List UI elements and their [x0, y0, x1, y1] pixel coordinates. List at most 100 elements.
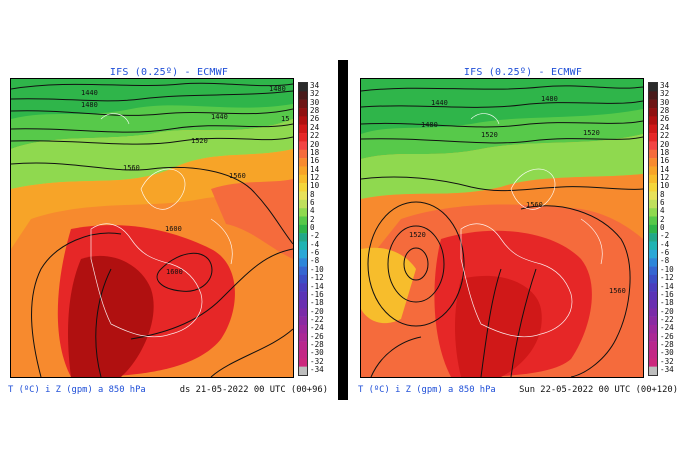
colorbar-label: -12 [660, 273, 674, 283]
colorbar-label: 6 [660, 197, 665, 207]
colorbar-swatch [299, 116, 307, 125]
colorbar-label: 22 [310, 131, 320, 141]
contour-label: 1480 [541, 95, 558, 103]
colorbar-swatch [649, 258, 657, 267]
colorbar-label: 24 [310, 122, 320, 132]
contour-label: 1440 [431, 99, 448, 107]
colorbar-swatch [299, 158, 307, 167]
colorbar-swatch [649, 341, 657, 351]
colorbar-swatch [649, 283, 657, 292]
colorbar-swatch [299, 91, 307, 100]
colorbar-label: 20 [660, 139, 670, 149]
colorbar-label: -22 [310, 314, 324, 324]
colorbar-label: 2 [310, 214, 315, 224]
contour-label: 1520 [191, 137, 208, 145]
colorbar-label: -30 [660, 348, 674, 358]
colorbar-swatch [299, 149, 307, 159]
map-title: IFS (0.25º) - ECMWF [463, 67, 583, 78]
colorbar-swatch [299, 174, 307, 184]
colorbar-swatch [649, 116, 657, 125]
colorbar-label: 4 [310, 206, 315, 216]
colorbar-swatch [649, 316, 657, 326]
colorbar-label: 34 [310, 81, 320, 90]
colorbar-swatch [299, 233, 307, 242]
colorbar-label: 12 [310, 172, 320, 182]
temperature-colorbar [298, 82, 308, 376]
colorbar-swatch [299, 308, 307, 317]
colorbar-swatch [299, 258, 307, 267]
colorbar-label: 24 [660, 122, 670, 132]
colorbar-swatch [299, 208, 307, 217]
colorbar-swatch [299, 283, 307, 292]
colorbar-swatch [649, 166, 657, 176]
colorbar-label: 14 [310, 164, 320, 174]
colorbar-label: -2 [660, 231, 670, 241]
colorbar-swatch [299, 358, 307, 367]
colorbar-swatch [649, 199, 657, 209]
contour-label: 1560 [526, 201, 543, 209]
colorbar-label: -32 [660, 356, 674, 366]
colorbar-label: 30 [310, 97, 320, 107]
contour-label: 1600 [165, 225, 182, 233]
colorbar-label: -34 [310, 365, 324, 374]
colorbar-swatch [649, 308, 657, 317]
footer-validity: ds 21-05-2022 00 UTC (00+96) [179, 385, 328, 395]
colorbar-swatch [299, 291, 307, 301]
colorbar-swatch [299, 99, 307, 109]
colorbar-label: -18 [660, 298, 674, 308]
colorbar-label: -28 [310, 339, 324, 349]
colorbar-swatch [299, 183, 307, 192]
colorbar-label: -6 [310, 248, 320, 258]
colorbar-swatch [649, 133, 657, 142]
colorbar-swatch [649, 299, 657, 309]
colorbar-label: -18 [310, 298, 324, 308]
colorbar-swatch [649, 249, 657, 259]
colorbar-label: -24 [660, 323, 674, 333]
colorbar-label: 16 [660, 156, 670, 166]
contour-label: 1560 [229, 172, 246, 180]
colorbar-label: -16 [310, 289, 324, 299]
colorbar-labels: 34 32 30 28 26 24 22 20 18 16 14 12 10 8 6 4 2 0 -2 -4 -6 -8-… [310, 82, 338, 374]
colorbar-swatch [299, 299, 307, 309]
colorbar-swatch [299, 133, 307, 142]
colorbar-label: 18 [310, 147, 320, 157]
colorbar-svg [649, 83, 657, 375]
map-svg: 1440 1480 1440 1480 15 1520 1560 1560 16… [11, 79, 293, 377]
map-title: IFS (0.25º) - ECMWF [109, 67, 229, 78]
colorbar-label: -16 [660, 289, 674, 299]
colorbar-label: 16 [310, 156, 320, 166]
colorbar-swatch [299, 241, 307, 251]
footer-variable: T (ºC) i Z (gpm) a 850 hPa [8, 385, 146, 395]
colorbar-label: 10 [660, 181, 670, 191]
colorbar-swatch [299, 316, 307, 326]
contour-label: 1600 [166, 268, 183, 276]
colorbar-swatch [649, 124, 657, 134]
map-footer: T (ºC) i Z (gpm) a 850 hPa ds 21-05-2022… [8, 385, 328, 399]
colorbar-label: -32 [310, 356, 324, 366]
colorbar-swatch [649, 174, 657, 184]
colorbar-label: -2 [310, 231, 320, 241]
colorbar-swatch [299, 349, 307, 359]
colorbar-label: -20 [310, 306, 324, 316]
colorbar-label: -30 [310, 348, 324, 358]
colorbar-swatch [649, 224, 657, 234]
footer-variable: T (ºC) i Z (gpm) a 850 hPa [358, 385, 496, 395]
colorbar-label: -8 [660, 256, 670, 266]
hottest-zone [68, 255, 154, 377]
colorbar-swatch [649, 216, 657, 226]
contour-label: 1560 [123, 164, 140, 172]
colorbar-label: -26 [660, 331, 674, 341]
colorbar-swatch [649, 266, 657, 276]
colorbar-svg [299, 83, 307, 375]
colorbar-swatch [299, 266, 307, 276]
panel-divider [338, 60, 348, 400]
temperature-colorbar [648, 82, 658, 376]
colorbar-label: 28 [660, 106, 670, 116]
cool-zone [11, 119, 293, 189]
cold-zone-b [11, 79, 293, 119]
map-footer: T (ºC) i Z (gpm) a 850 hPa Sun 22-05-202… [358, 385, 678, 399]
colorbar-swatch [299, 216, 307, 226]
colorbar-swatch [649, 191, 657, 201]
contour-label: 1520 [409, 231, 426, 239]
panel-left: IFS (0.25º) - ECMWF [0, 60, 338, 400]
